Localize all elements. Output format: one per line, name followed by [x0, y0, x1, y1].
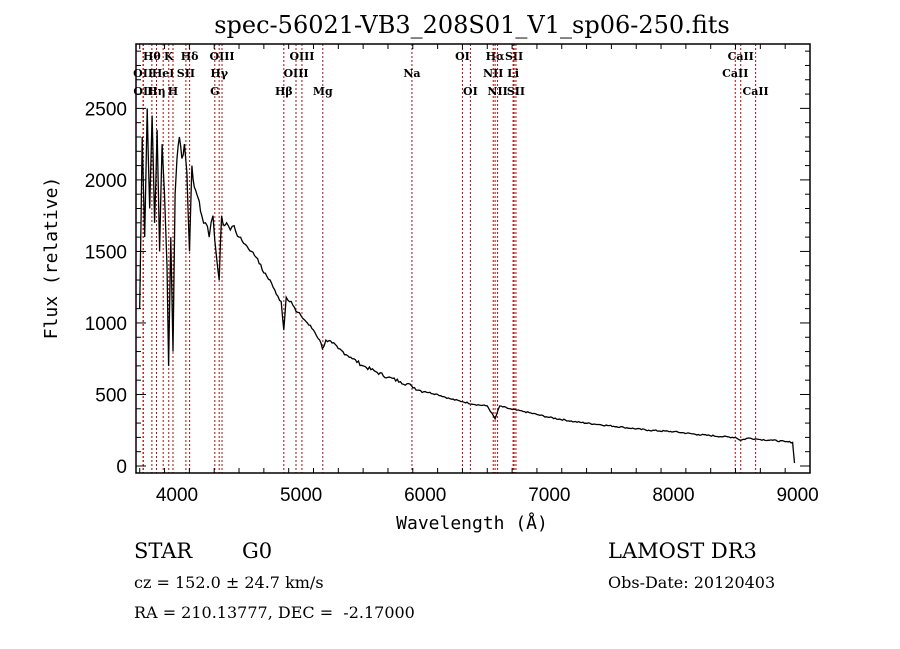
- x-axis-ticks: 4000 5000 6000 7000 8000 9000: [139, 44, 819, 506]
- y-tick-label: 2000: [85, 171, 127, 192]
- chart-title: spec-56021-VB3_208S01_V1_sp06-250.fits: [214, 11, 730, 39]
- x-tick-label: 5000: [280, 485, 322, 506]
- y-axis-ticks: 0 500 1000 1500 2000 2500: [85, 50, 810, 478]
- y-tick-label: 2500: [85, 99, 127, 120]
- y-axis-label: Flux (relative): [41, 177, 62, 340]
- spectral-line-label: Hδ: [181, 50, 199, 63]
- spectral-line-label: Hη: [147, 85, 165, 98]
- survey-name: LAMOST DR3: [608, 539, 757, 563]
- spectral-line-label: CaII: [728, 50, 754, 63]
- object-class: STAR: [134, 539, 193, 563]
- y-tick-label: 1000: [85, 314, 127, 335]
- spectral-line-label: K: [164, 50, 174, 63]
- spectral-line-label: Na: [403, 67, 420, 80]
- redshift-info: cz = 152.0 ± 24.7 km/s: [134, 573, 324, 592]
- spectral-line-label: G: [210, 85, 219, 98]
- spectral-line-label: NII: [483, 67, 503, 80]
- observation-date: Obs-Date: 20120403: [608, 573, 776, 592]
- spectral-line-label: HeI: [152, 67, 175, 80]
- spectrum-series: [139, 108, 796, 464]
- spectral-line-label: Li: [507, 67, 519, 80]
- spectral-line-label: OIII: [289, 50, 314, 63]
- spectral-line-label: SII: [177, 67, 195, 80]
- y-tick-label: 0: [116, 457, 127, 478]
- spectral-line-label: H: [168, 85, 178, 98]
- x-tick-label: 8000: [652, 485, 694, 506]
- spectral-line-label: OIII: [210, 50, 235, 63]
- spectral-line-label: CaII: [722, 67, 748, 80]
- y-tick-label: 500: [95, 385, 127, 406]
- spectral-line-label: OII: [133, 85, 153, 98]
- spectral-line-label: CaII: [743, 85, 769, 98]
- x-tick-label: 7000: [528, 485, 570, 506]
- spectral-line-label: Hθ: [143, 50, 161, 63]
- spectral-line-label: OI: [463, 85, 478, 98]
- coordinates-info: RA = 210.13777, DEC = -2.17000: [134, 603, 415, 622]
- plot-frame: [135, 43, 811, 474]
- spectral-line-label: OIII: [283, 67, 308, 80]
- y-tick-label: 1500: [85, 242, 127, 263]
- spectral-line-label: NII: [487, 85, 507, 98]
- spectral-line-label: Hγ: [210, 67, 228, 80]
- object-subclass: G0: [242, 539, 273, 563]
- spectral-line-label: OI: [455, 50, 470, 63]
- x-tick-label: 4000: [156, 485, 198, 506]
- spectrum-chart: spec-56021-VB3_208S01_V1_sp06-250.fits H…: [41, 11, 819, 534]
- x-tick-label: 9000: [776, 485, 818, 506]
- spectral-line-label: SII: [507, 85, 525, 98]
- spectral-line-label: Hα: [486, 50, 505, 63]
- x-tick-label: 6000: [404, 485, 446, 506]
- x-axis-label: Wavelength (Å): [396, 512, 548, 534]
- spectral-line-label: Mg: [313, 85, 333, 98]
- spectrum-line: [139, 108, 796, 464]
- spectral-line-label: Hβ: [275, 85, 293, 98]
- spectral-line-label: SII: [505, 50, 523, 63]
